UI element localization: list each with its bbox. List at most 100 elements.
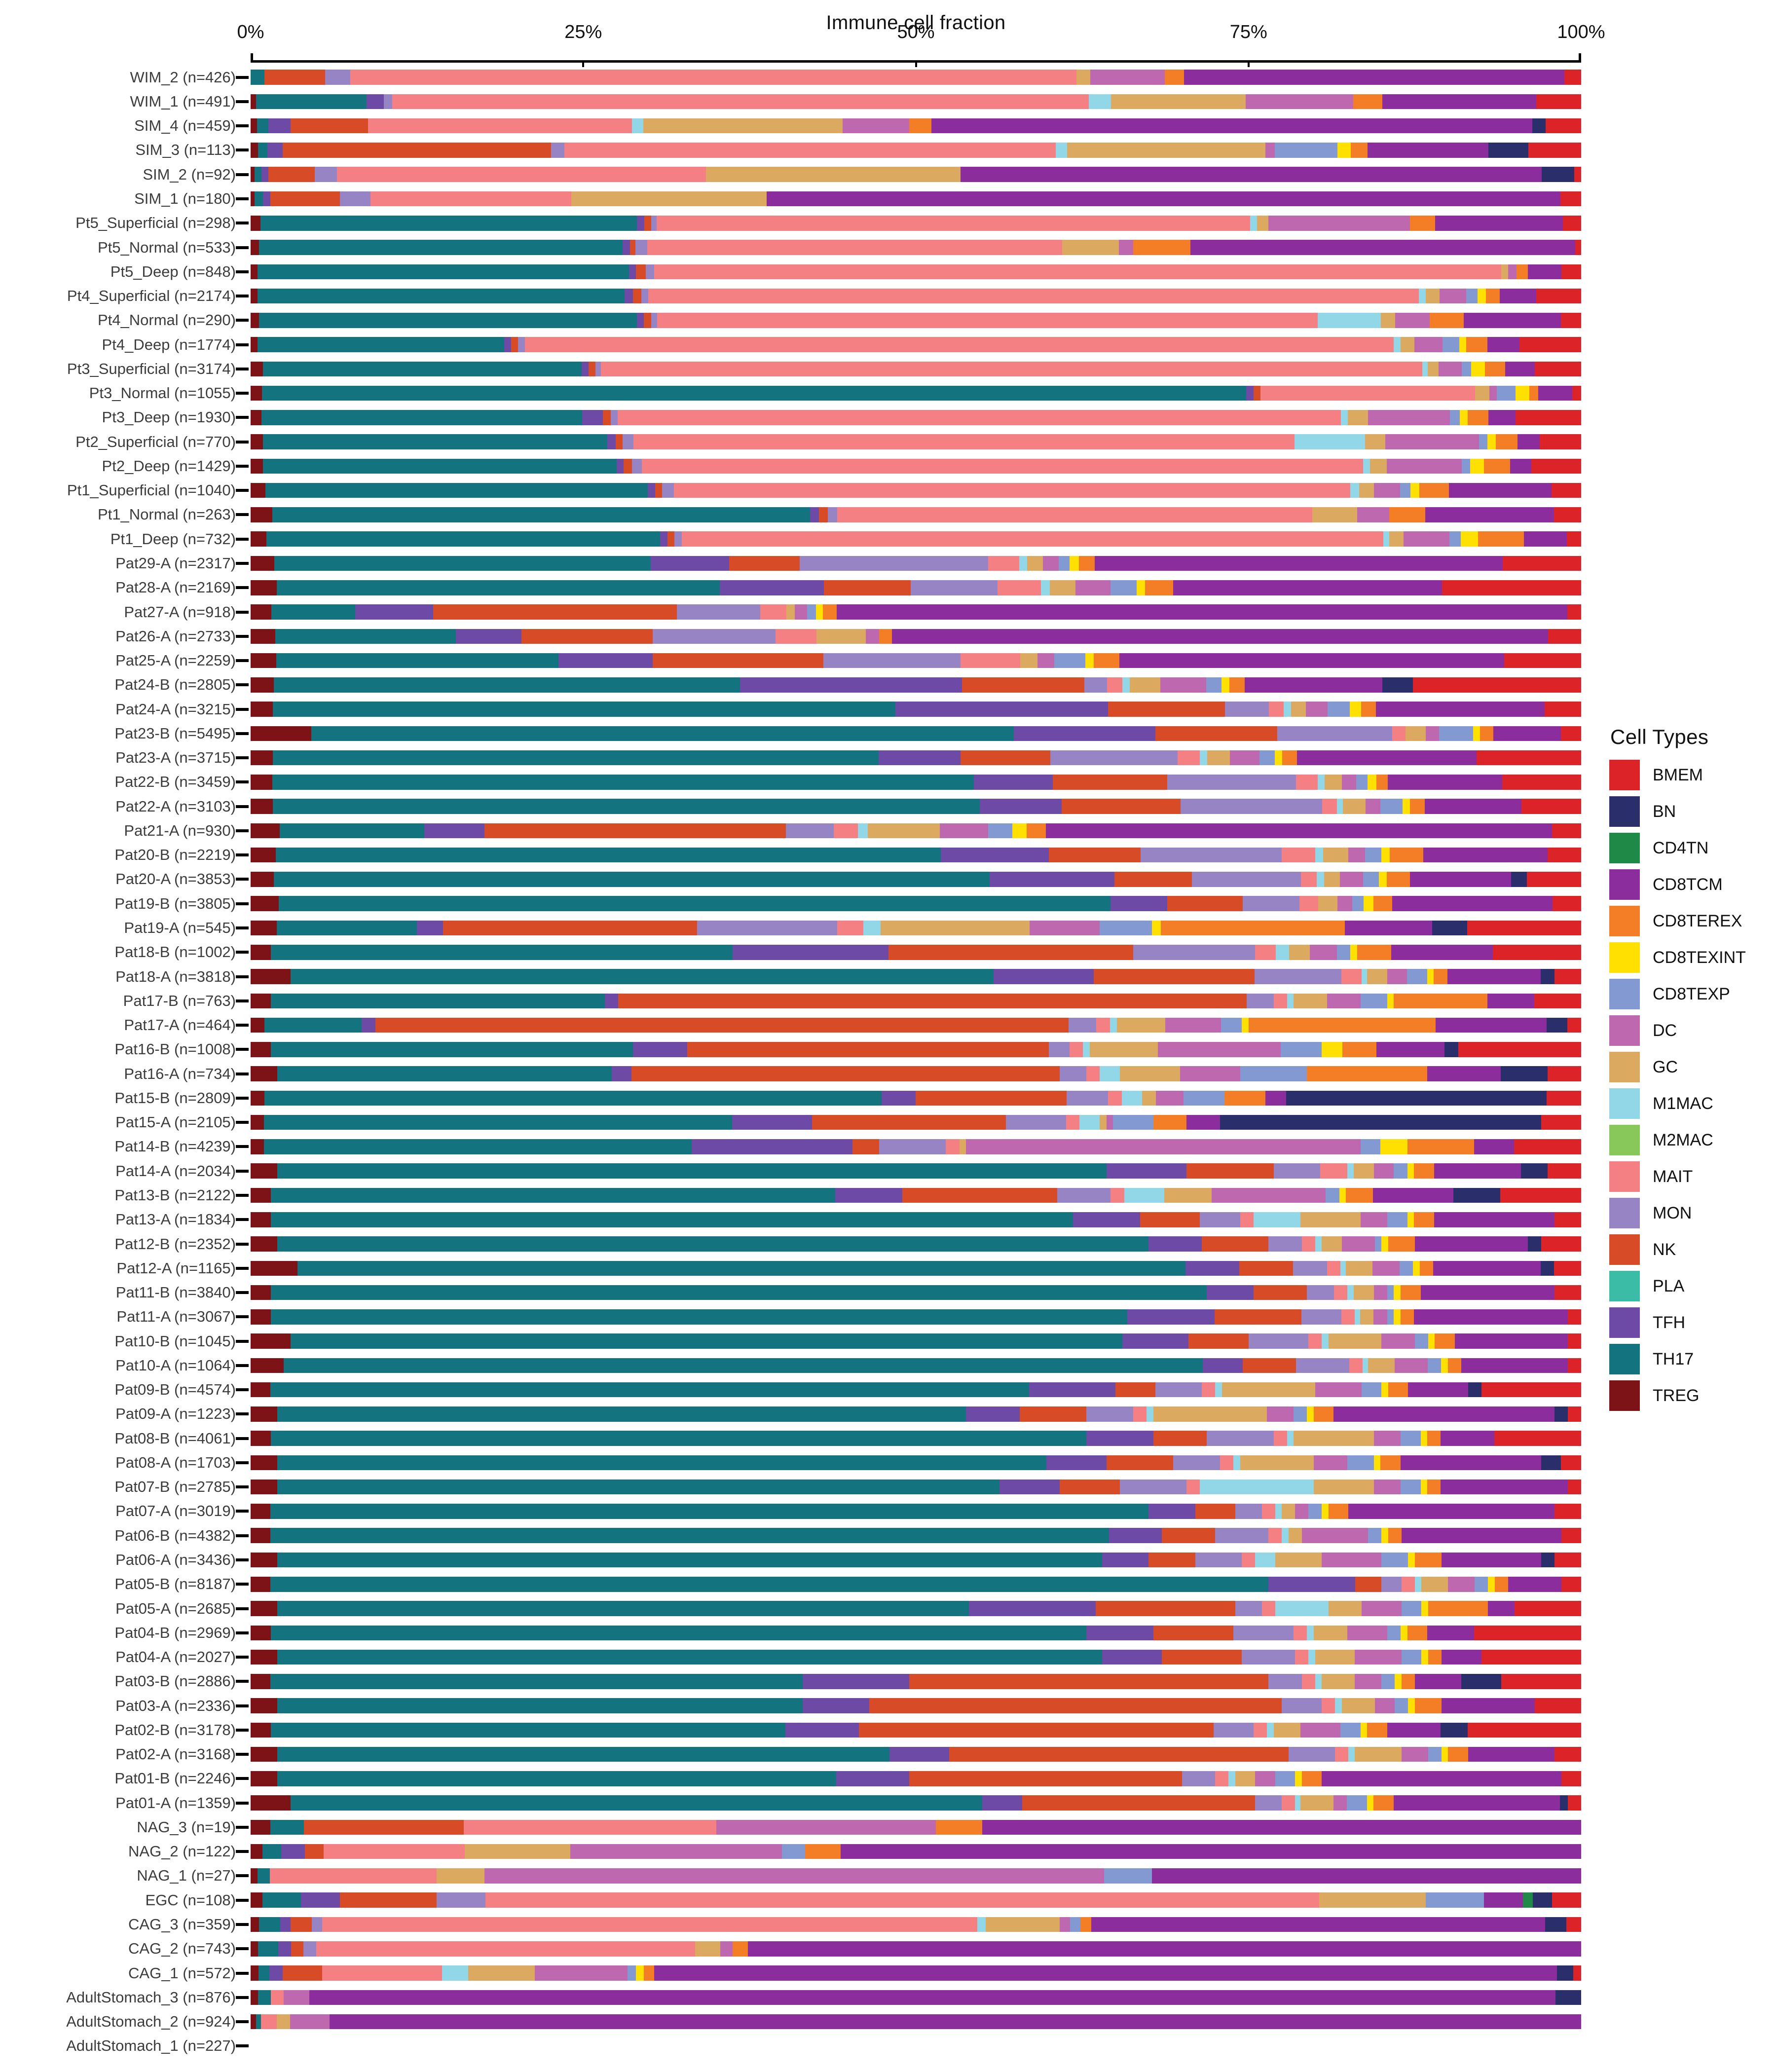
legend-item[interactable]: CD8TEXINT	[1609, 939, 1772, 976]
bar-row[interactable]	[251, 1576, 1581, 1592]
bar-row[interactable]	[251, 1187, 1581, 1203]
bar-row[interactable]	[251, 191, 1581, 207]
legend-item[interactable]: CD8TEXP	[1609, 976, 1772, 1012]
bar-row[interactable]	[251, 1552, 1581, 1568]
bar-row[interactable]	[251, 1285, 1581, 1300]
legend-item[interactable]: CD8TCM	[1609, 866, 1772, 903]
bar-row[interactable]	[251, 823, 1581, 839]
bar-row[interactable]	[251, 1236, 1581, 1252]
legend-item[interactable]: BN	[1609, 793, 1772, 830]
bar-row[interactable]	[251, 604, 1581, 620]
bar-row[interactable]	[251, 896, 1581, 911]
bar-row[interactable]	[251, 337, 1581, 352]
bar-row[interactable]	[251, 1260, 1581, 1276]
bar-row[interactable]	[251, 434, 1581, 449]
bar-row[interactable]	[251, 1066, 1581, 1081]
bar-row[interactable]	[251, 580, 1581, 595]
bar-row[interactable]	[251, 1333, 1581, 1349]
bar-row[interactable]	[251, 1601, 1581, 1616]
bar-row[interactable]	[251, 482, 1581, 498]
bar-row[interactable]	[251, 1746, 1581, 1762]
bar-row[interactable]	[251, 143, 1581, 158]
bar-row[interactable]	[251, 1212, 1581, 1227]
legend-item[interactable]: BMEM	[1609, 757, 1772, 793]
legend-item[interactable]: MAIT	[1609, 1158, 1772, 1195]
legend-item[interactable]: PLA	[1609, 1268, 1772, 1304]
bar-row[interactable]	[251, 1479, 1581, 1495]
bar-row[interactable]	[251, 1990, 1581, 2005]
bar-row[interactable]	[251, 969, 1581, 984]
bar-row[interactable]	[251, 313, 1581, 328]
bar-row[interactable]	[251, 653, 1581, 668]
bar-row[interactable]	[251, 799, 1581, 814]
bar-row[interactable]	[251, 945, 1581, 960]
bar-row[interactable]	[251, 1674, 1581, 1689]
legend-item[interactable]: M2MAC	[1609, 1122, 1772, 1158]
bar-row[interactable]	[251, 288, 1581, 304]
bar-row[interactable]	[251, 1771, 1581, 1786]
bar-row[interactable]	[251, 361, 1581, 377]
legend-item[interactable]: CD4TN	[1609, 830, 1772, 866]
legend-item[interactable]: TFH	[1609, 1304, 1772, 1341]
legend-item[interactable]: GC	[1609, 1049, 1772, 1085]
legend-item[interactable]: TH17	[1609, 1341, 1772, 1377]
bar-row[interactable]	[251, 1017, 1581, 1033]
bar-row[interactable]	[251, 240, 1581, 255]
bar-row[interactable]	[251, 118, 1581, 134]
bar-row[interactable]	[251, 872, 1581, 887]
bar-row[interactable]	[251, 1892, 1581, 1908]
legend-item[interactable]: MON	[1609, 1195, 1772, 1231]
legend-item[interactable]: M1MAC	[1609, 1085, 1772, 1122]
bar-row[interactable]	[251, 1382, 1581, 1398]
bar-row[interactable]	[251, 1965, 1581, 1981]
bar-row[interactable]	[251, 1358, 1581, 1373]
bar-row[interactable]	[251, 2038, 1581, 2054]
bar-row[interactable]	[251, 1431, 1581, 1446]
bar-row[interactable]	[251, 702, 1581, 717]
bar-row[interactable]	[251, 1941, 1581, 1957]
bar-row[interactable]	[251, 1819, 1581, 1835]
bar-row[interactable]	[251, 629, 1581, 644]
bar-row[interactable]	[251, 1114, 1581, 1130]
bar-row[interactable]	[251, 1042, 1581, 1057]
bar-row[interactable]	[251, 1309, 1581, 1325]
legend-item[interactable]: CD8TEREX	[1609, 903, 1772, 939]
bar-row[interactable]	[251, 920, 1581, 936]
bar-row[interactable]	[251, 1698, 1581, 1713]
bar-row[interactable]	[251, 458, 1581, 474]
bar-row[interactable]	[251, 1625, 1581, 1641]
bar-row[interactable]	[251, 726, 1581, 741]
bar-row[interactable]	[251, 1504, 1581, 1519]
bar-row[interactable]	[251, 264, 1581, 280]
bar-row[interactable]	[251, 775, 1581, 790]
legend-item[interactable]: NK	[1609, 1231, 1772, 1268]
bar-row[interactable]	[251, 531, 1581, 547]
bar-row[interactable]	[251, 1649, 1581, 1665]
bar-row[interactable]	[251, 1528, 1581, 1543]
bar-row[interactable]	[251, 750, 1581, 766]
bar-row[interactable]	[251, 167, 1581, 182]
bar-row[interactable]	[251, 385, 1581, 401]
bar-row[interactable]	[251, 215, 1581, 231]
legend-item[interactable]: DC	[1609, 1012, 1772, 1049]
bar-row[interactable]	[251, 1795, 1581, 1811]
bar-row[interactable]	[251, 1139, 1581, 1154]
bar-row[interactable]	[251, 2014, 1581, 2030]
bar-row[interactable]	[251, 94, 1581, 110]
bar-row[interactable]	[251, 677, 1581, 693]
bar-row[interactable]	[251, 70, 1581, 85]
bar-row[interactable]	[251, 1844, 1581, 1859]
bar-row[interactable]	[251, 1090, 1581, 1106]
bar-row[interactable]	[251, 555, 1581, 571]
bar-row[interactable]	[251, 507, 1581, 522]
bar-row[interactable]	[251, 410, 1581, 425]
bar-row[interactable]	[251, 993, 1581, 1009]
bar-row[interactable]	[251, 847, 1581, 863]
bar-row[interactable]	[251, 1868, 1581, 1884]
bar-row[interactable]	[251, 1406, 1581, 1422]
legend-item[interactable]: TREG	[1609, 1377, 1772, 1414]
bar-row[interactable]	[251, 1917, 1581, 1932]
bar-row[interactable]	[251, 1722, 1581, 1738]
bar-row[interactable]	[251, 1455, 1581, 1471]
bar-row[interactable]	[251, 1163, 1581, 1179]
